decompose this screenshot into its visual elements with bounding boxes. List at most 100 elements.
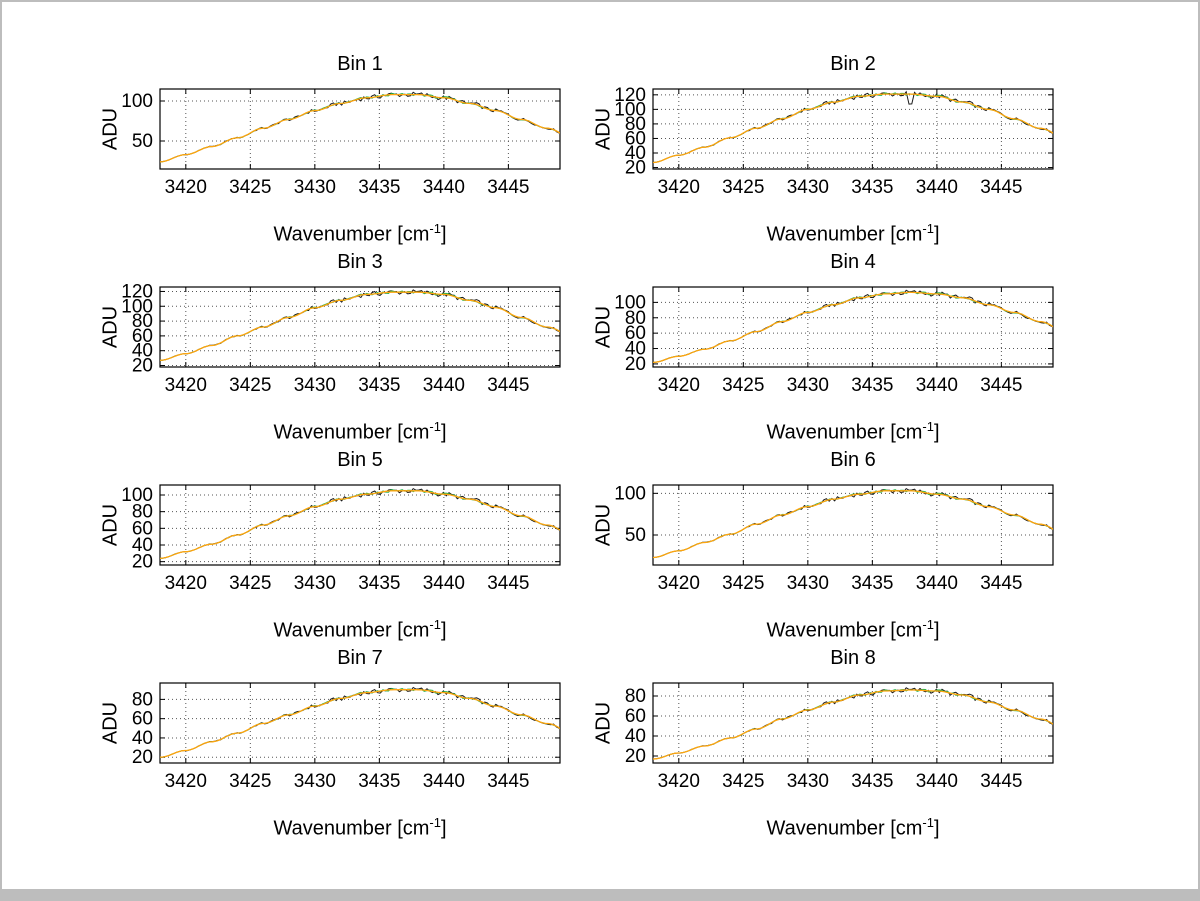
subplot-title: Bin 1 — [337, 53, 383, 75]
plot-box — [652, 88, 1054, 170]
y-tick-label: 60 — [625, 128, 646, 149]
y-tick-label: 40 — [132, 728, 153, 749]
x-tick-label: 3445 — [487, 573, 529, 594]
series-raw — [653, 487, 1053, 559]
plot-box — [652, 682, 1054, 764]
y-tick-label: 40 — [625, 726, 646, 747]
x-tick-label: 3430 — [787, 375, 829, 396]
subplot-title: Bin 3 — [337, 251, 383, 273]
series-fit — [160, 291, 560, 361]
y-tick-label: 80 — [132, 689, 153, 710]
x-tick-label: 3420 — [165, 375, 207, 396]
y-tick-label: 100 — [614, 99, 646, 120]
y-tick-label: 120 — [614, 85, 646, 106]
plot-box — [159, 682, 561, 764]
y-tick-label: 40 — [625, 339, 646, 360]
x-tick-label: 3440 — [916, 177, 958, 198]
x-axis-label-close: ] — [933, 619, 940, 642]
x-tick-label: 3425 — [722, 177, 764, 198]
plot-box — [159, 484, 561, 566]
subplot-title: Bin 5 — [337, 449, 383, 471]
x-axis-label-sup: -1 — [429, 815, 441, 830]
x-tick-label: 3430 — [787, 771, 829, 792]
x-axis-label-close: ] — [440, 421, 447, 444]
y-tick-label: 20 — [625, 354, 646, 375]
x-tick-label: 3430 — [294, 177, 336, 198]
x-tick-label: 3430 — [294, 375, 336, 396]
y-tick-label: 50 — [625, 525, 646, 546]
subplot-bin-6: Bin 6 ADU 3420 3425 3430 3435 3440 3445 50 100 … — [588, 446, 1068, 644]
y-tick-label: 100 — [614, 483, 646, 504]
x-tick-label: 3420 — [165, 177, 207, 198]
x-tick-label: 3420 — [658, 375, 700, 396]
y-tick-label: 100 — [121, 91, 153, 112]
x-tick-label: 3440 — [423, 177, 465, 198]
x-axis-label-sup: -1 — [922, 617, 934, 632]
x-tick-label: 3435 — [358, 771, 400, 792]
x-tick-label: 3425 — [229, 177, 271, 198]
x-tick-label: 3435 — [358, 177, 400, 198]
y-tick-label: 40 — [132, 341, 153, 362]
x-tick-label: 3425 — [722, 573, 764, 594]
subplot-bin-2: Bin 2 ADU 3420 3425 3430 3435 3440 3445 20 40 60… — [588, 50, 1068, 248]
x-tick-label: 3430 — [294, 573, 336, 594]
x-axis-label-text: Wavenumber [cm — [766, 619, 923, 642]
subplot-title: Bin 4 — [830, 251, 876, 273]
x-axis-label: Wavenumber [cm-1] — [653, 412, 1053, 444]
x-axis-label-text: Wavenumber [cm — [273, 817, 430, 840]
x-tick-label: 3435 — [358, 375, 400, 396]
series-fit — [653, 93, 1053, 164]
x-tick-label: 3430 — [787, 573, 829, 594]
x-tick-label: 3420 — [658, 771, 700, 792]
y-tick-label: 20 — [132, 747, 153, 768]
x-tick-label: 3425 — [229, 771, 271, 792]
y-tick-label: 20 — [132, 552, 153, 573]
plot-box — [159, 286, 561, 368]
x-axis-label-close: ] — [440, 817, 447, 840]
x-tick-label: 3440 — [423, 573, 465, 594]
series-fit — [160, 490, 560, 559]
x-axis-label-sup: -1 — [922, 815, 934, 830]
y-tick-label: 120 — [121, 282, 153, 302]
subplot-bin-1: Bin 1 ADU 3420 3425 3430 3435 3440 3445 50 100 … — [95, 50, 575, 248]
x-axis-label-sup: -1 — [922, 419, 934, 434]
x-axis-label: Wavenumber [cm-1] — [160, 214, 560, 246]
x-tick-label: 3425 — [229, 573, 271, 594]
y-tick-label: 20 — [625, 746, 646, 767]
x-axis-label-close: ] — [440, 223, 447, 246]
x-tick-label: 3445 — [487, 771, 529, 792]
y-tick-label: 20 — [132, 356, 153, 377]
x-axis-label: Wavenumber [cm-1] — [653, 214, 1053, 246]
x-tick-label: 3430 — [787, 177, 829, 198]
series-raw — [653, 90, 1053, 163]
subplot-bin-8: Bin 8 ADU 3420 3425 3430 3435 3440 3445 20 40 60… — [588, 644, 1068, 842]
x-axis-label-close: ] — [933, 223, 940, 246]
subplot-title: Bin 7 — [337, 647, 383, 669]
x-axis-label-sup: -1 — [429, 221, 441, 236]
x-tick-label: 3440 — [916, 573, 958, 594]
y-tick-label: 80 — [625, 308, 646, 329]
y-tick-label: 80 — [625, 114, 646, 135]
x-axis-label-text: Wavenumber [cm — [273, 619, 430, 642]
x-axis-label-close: ] — [440, 619, 447, 642]
y-tick-label: 50 — [132, 131, 153, 152]
x-axis-label: Wavenumber [cm-1] — [653, 808, 1053, 840]
series-fit — [653, 490, 1053, 559]
x-tick-label: 3445 — [487, 177, 529, 198]
x-tick-label: 3435 — [851, 771, 893, 792]
x-axis-label: Wavenumber [cm-1] — [160, 610, 560, 642]
x-axis-label-text: Wavenumber [cm — [766, 817, 923, 840]
y-tick-label: 20 — [625, 158, 646, 179]
series-fit — [160, 689, 560, 758]
x-tick-label: 3440 — [423, 771, 465, 792]
x-axis-label-text: Wavenumber [cm — [766, 223, 923, 246]
x-tick-label: 3435 — [851, 177, 893, 198]
y-tick-label: 60 — [132, 709, 153, 730]
x-axis-label-close: ] — [933, 421, 940, 444]
series-raw — [160, 91, 560, 163]
x-axis-label-text: Wavenumber [cm — [273, 223, 430, 246]
x-tick-label: 3440 — [423, 375, 465, 396]
y-tick-label: 100 — [121, 296, 153, 317]
